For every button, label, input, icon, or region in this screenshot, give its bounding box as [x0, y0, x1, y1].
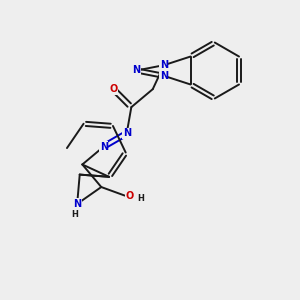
Text: N: N	[160, 60, 168, 70]
Text: H: H	[137, 194, 144, 203]
Text: N: N	[100, 142, 108, 152]
Text: N: N	[73, 199, 81, 209]
Text: N: N	[123, 128, 131, 138]
Text: O: O	[110, 85, 118, 94]
Text: H: H	[71, 210, 78, 219]
Text: N: N	[132, 65, 141, 76]
Text: O: O	[125, 190, 133, 201]
Text: N: N	[160, 71, 168, 81]
